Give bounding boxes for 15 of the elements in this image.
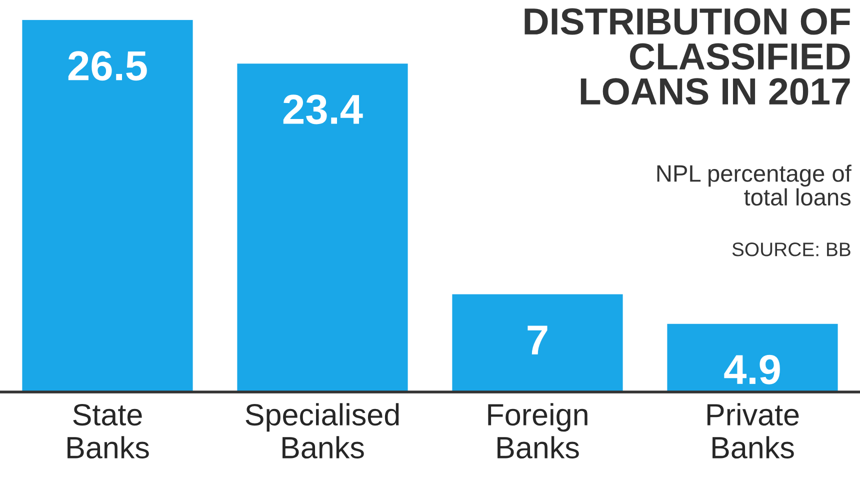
data-label: 26.5 — [68, 51, 147, 81]
x-tick-label: State Banks — [68, 404, 149, 459]
x-tick-label: Private Banks — [707, 403, 799, 459]
bar — [236, 62, 410, 392]
data-label: 23.4 — [283, 94, 363, 124]
annotation: SOURCE: BB — [732, 242, 850, 256]
x-tick-label: Specialised Banks — [246, 403, 399, 459]
chart-title: DISTRIBUTION OF CLASSIFIED LOANS IN 2017 — [524, 8, 850, 105]
data-label: 4.9 — [724, 354, 780, 384]
bar — [666, 322, 840, 392]
text: NPL percentage of total loans — [657, 164, 852, 206]
bar — [450, 292, 624, 392]
data-label: 7 — [528, 326, 548, 354]
x-tick-label: Foreign Banks — [488, 403, 588, 459]
bar — [20, 19, 194, 392]
